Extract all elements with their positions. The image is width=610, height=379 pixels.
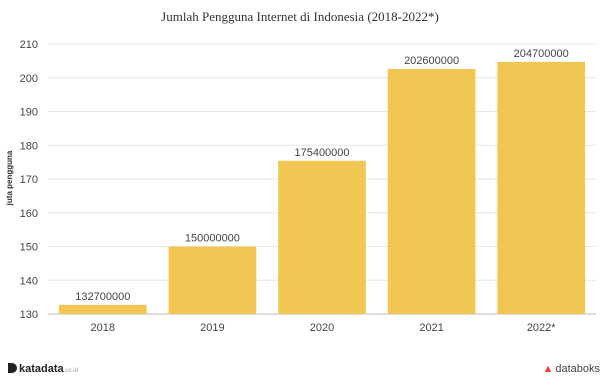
bar-2022 [497,61,586,315]
y-tick-label: 140 [20,275,38,287]
data-label: 150000000 [185,233,240,245]
y-tick-label: 170 [20,174,38,186]
data-label: 204700000 [514,48,569,60]
y-tick-label: 210 [20,39,38,51]
katadata-brand: katadata [19,363,64,375]
y-tick-label: 180 [20,140,38,152]
y-tick-label: 130 [20,309,38,321]
y-tick-label: 190 [20,107,38,119]
y-tick-label: 150 [20,242,38,254]
x-tick-label: 2018 [91,322,115,334]
katadata-footer: katadata.co.id [8,363,78,375]
bar-2019 [168,246,257,314]
y-tick-label: 200 [20,73,38,85]
chart-title: Jumlah Pengguna Internet di Indonesia (2… [161,9,439,24]
y-axis-ticks: 130 140 150 160 170 180 190 200 210 [20,39,38,321]
y-tick-label: 160 [20,208,38,220]
x-tick-label: 2022* [527,322,556,334]
katadata-logo-icon [8,363,17,373]
bar-2018 [58,304,147,314]
katadata-domain: .co.id [63,368,78,374]
bar-2020 [278,160,366,314]
x-tick-label: 2019 [200,322,224,334]
y-axis-label: juta pengguna [5,150,14,206]
databoks-footer: ▲ databoks [542,363,600,375]
x-tick-label: 2021 [419,322,443,334]
data-label: 202600000 [404,55,459,67]
data-label: 175400000 [294,147,349,159]
data-labels: 132700000 150000000 175400000 202600000 2047… [75,48,568,303]
bar-2021 [387,68,476,314]
x-axis-ticks: 2018 2019 2020 2021 2022* [91,322,557,334]
databoks-logo-icon: ▲ [542,363,554,375]
data-label: 132700000 [75,291,130,303]
bars [58,61,586,315]
databoks-brand: databoks [555,363,600,375]
x-tick-label: 2020 [310,322,334,334]
